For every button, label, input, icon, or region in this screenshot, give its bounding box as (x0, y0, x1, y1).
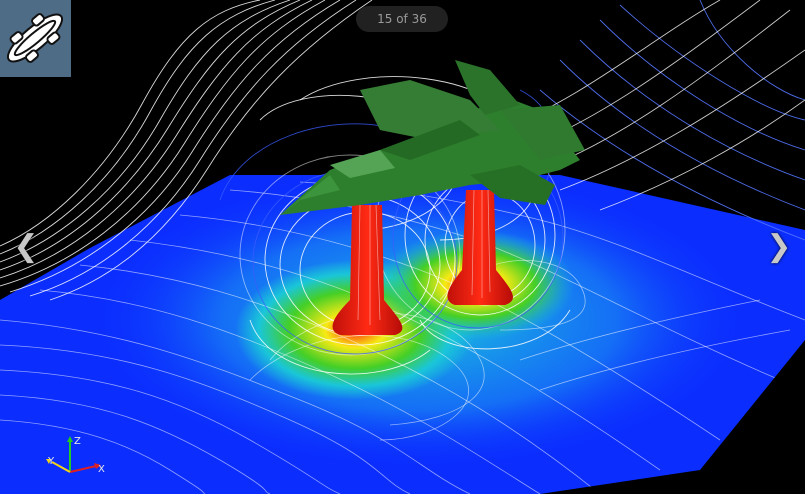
streamlines-left (0, 0, 373, 301)
axis-triad: Z X Y (46, 436, 105, 475)
y-axis-label: Y (47, 456, 55, 467)
chevron-right-icon[interactable]: ❯ (766, 229, 792, 264)
x-axis-line (69, 465, 97, 473)
lift-jets (332, 189, 513, 335)
slide-counter: 15 of 36 (356, 6, 448, 32)
y-axis-line (51, 461, 71, 473)
aircraft-model (280, 60, 585, 215)
spaceship-logo-icon[interactable] (0, 0, 71, 77)
chevron-left-icon[interactable]: ❮ (13, 229, 39, 264)
x-axis-label: X (98, 464, 105, 475)
z-axis-label: Z (74, 436, 81, 447)
